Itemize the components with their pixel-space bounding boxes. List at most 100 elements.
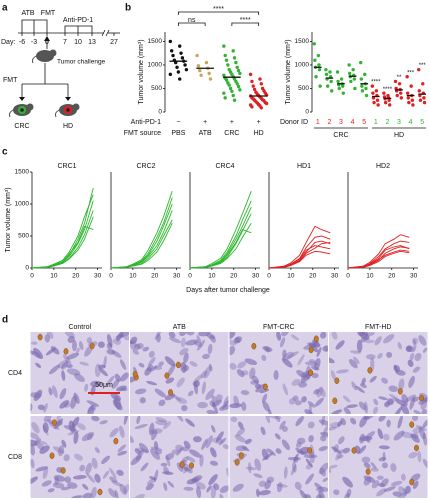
nucleus (405, 485, 411, 494)
data-dot (168, 72, 173, 77)
stained-cell (262, 383, 268, 391)
nucleus (377, 428, 384, 440)
stained-cell (49, 452, 55, 459)
nucleus (120, 372, 129, 382)
nucleus (164, 393, 176, 401)
x-tick-label: 10 (129, 273, 137, 280)
phase-label: Anti-PD-1 (63, 17, 93, 24)
nucleus (276, 482, 283, 493)
nucleus (101, 455, 111, 465)
scale-bar-label: 50μm (95, 382, 113, 389)
nucleus (378, 456, 387, 462)
nucleus (312, 339, 321, 348)
data-dot (387, 98, 391, 102)
nucleus (60, 486, 71, 491)
nucleus (316, 346, 322, 358)
nucleus (82, 492, 93, 498)
nucleus (133, 343, 141, 351)
stained-cell (97, 488, 103, 496)
nucleus (383, 486, 396, 492)
nucleus (123, 416, 129, 425)
nucleus (409, 352, 415, 361)
nucleus (66, 368, 81, 376)
data-dot (324, 67, 328, 72)
x-tick-label: 10 (366, 273, 374, 280)
growth-curve (268, 245, 331, 269)
data-dot (363, 72, 367, 77)
nucleus (318, 462, 328, 475)
nucleus (192, 436, 202, 443)
nucleus (42, 466, 49, 479)
data-dot (341, 84, 345, 88)
y-axis-label: Tumor volume (mm³) (5, 187, 12, 252)
nucleus (396, 491, 408, 498)
nucleus (402, 488, 408, 495)
nucleus (303, 454, 318, 459)
nucleus (30, 444, 35, 456)
data-dot (422, 100, 427, 105)
data-dot (418, 98, 423, 102)
nucleus (418, 335, 427, 346)
nucleus (86, 337, 93, 344)
nucleus (33, 347, 44, 360)
panel-label: c (2, 147, 8, 158)
stained-cell (179, 461, 185, 468)
nucleus (134, 388, 147, 395)
significance-bracket (177, 11, 260, 15)
nucleus (295, 400, 302, 406)
significance-label: **** (383, 87, 393, 93)
nucleus (186, 332, 195, 336)
nucleus (418, 426, 426, 440)
nucleus (211, 400, 218, 414)
nucleus (35, 466, 48, 472)
day-label: Day: (1, 39, 15, 46)
nucleus (133, 493, 145, 498)
stained-cell (351, 447, 357, 454)
growth-curve (347, 250, 410, 269)
nucleus (290, 464, 297, 476)
nucleus (41, 480, 52, 487)
row-header: CD4 (8, 370, 22, 377)
data-dot (232, 56, 237, 60)
nucleus (281, 332, 289, 337)
nucleus (162, 421, 172, 430)
data-dot (349, 79, 353, 84)
nucleus (154, 388, 166, 398)
nucleus (165, 453, 175, 461)
data-dot (364, 86, 368, 91)
nucleus (408, 451, 418, 459)
nucleus (193, 341, 203, 347)
x-tick-label: 5 (362, 119, 366, 126)
nucleus (245, 466, 257, 471)
nucleus (290, 334, 300, 341)
data-dot (409, 84, 413, 88)
stained-cell (164, 372, 170, 379)
nucleus (279, 337, 286, 348)
nucleus (114, 489, 119, 498)
data-dot (171, 53, 175, 58)
y-tick-label: 1000 (295, 62, 310, 69)
nucleus (64, 476, 72, 484)
nucleus (200, 370, 208, 379)
stained-cell (63, 348, 69, 355)
nucleus (244, 358, 258, 366)
y-tick-label: 500 (18, 233, 29, 240)
nucleus (123, 336, 129, 341)
nucleus (201, 438, 208, 450)
row-label: FMT source (124, 130, 161, 137)
data-dot (376, 103, 380, 107)
data-dot (417, 67, 421, 72)
data-dot (259, 82, 263, 86)
panel-title: HD2 (376, 163, 390, 170)
nucleus (274, 416, 281, 423)
nucleus (117, 450, 128, 456)
stained-cell (409, 421, 415, 428)
micrograph (130, 332, 229, 414)
phase-bracket (64, 25, 93, 33)
nucleus (154, 440, 159, 451)
day-tick-label: 13 (88, 39, 96, 46)
micrograph (329, 416, 428, 498)
data-dot (259, 106, 263, 110)
nucleus (321, 416, 326, 426)
x-tick-label: 0 (346, 273, 350, 280)
